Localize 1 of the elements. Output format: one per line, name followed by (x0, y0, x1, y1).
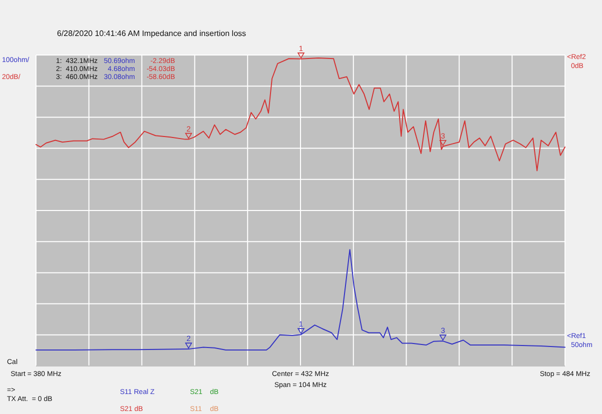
chart-title: 6/28/2020 10:41:46 AM Impedance and insertion loss (57, 29, 246, 38)
